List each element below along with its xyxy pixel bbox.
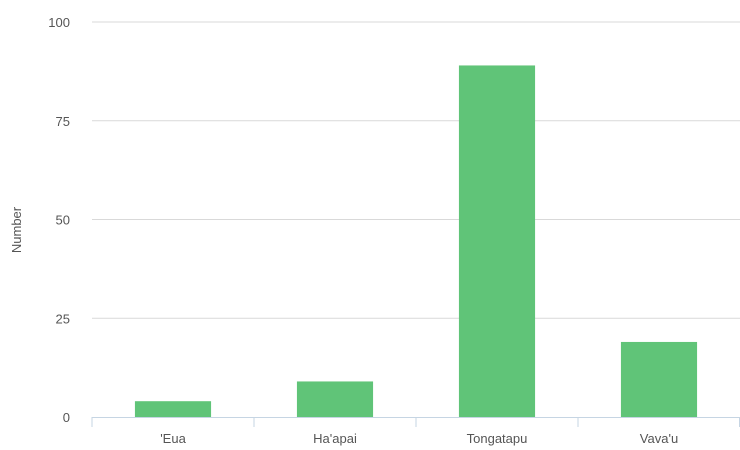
bar-vavau [620,341,698,417]
x-tick-label-haapai: Ha'apai [313,431,357,446]
bar-haapai [296,381,374,417]
y-tick-label-25: 25 [56,311,70,326]
y-tick-label-100: 100 [48,15,70,30]
x-tick-label-vavau: Vava'u [640,431,678,446]
y-axis-ticks: 0 25 50 75 100 [48,15,70,425]
y-tick-label-50: 50 [56,213,70,228]
bars [134,65,698,417]
x-axis: 'Eua Ha'apai Tongatapu Vava'u [91,417,740,446]
gridlines [92,21,740,319]
y-tick-label-75: 75 [56,114,70,129]
y-axis-title: Number [9,206,24,253]
bar-tongatapu [458,65,536,417]
x-tick-label-eua: 'Eua [160,431,186,446]
bar-eua [134,401,212,417]
x-tick-label-tongatapu: Tongatapu [467,431,528,446]
y-tick-label-0: 0 [63,410,70,425]
